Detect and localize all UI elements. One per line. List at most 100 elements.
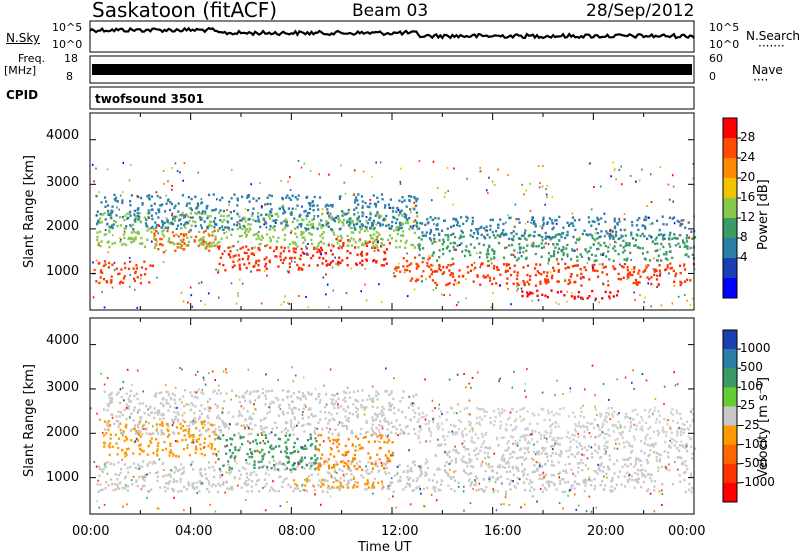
power-cell bbox=[469, 234, 471, 236]
velocity-cell bbox=[180, 423, 182, 425]
velocity-cell bbox=[340, 477, 342, 479]
velocity-cell bbox=[683, 432, 685, 434]
velocity-cell bbox=[225, 393, 227, 395]
power-cell bbox=[106, 223, 108, 225]
power-cell bbox=[436, 224, 438, 226]
velocity-cell bbox=[494, 420, 496, 422]
velocity-cell bbox=[110, 478, 112, 480]
velocity-cell bbox=[567, 431, 569, 433]
velocity-cell bbox=[631, 479, 633, 481]
velocity-cell bbox=[317, 484, 319, 486]
velocity-cell bbox=[631, 475, 633, 477]
velocity-cell bbox=[432, 479, 434, 481]
power-cell bbox=[560, 236, 562, 238]
power-cell bbox=[313, 204, 315, 206]
power-cell bbox=[289, 266, 291, 268]
power-cell bbox=[348, 240, 350, 242]
velocity-cell bbox=[597, 473, 599, 475]
power-cell bbox=[606, 232, 608, 234]
power-cell bbox=[374, 250, 376, 252]
power-cell bbox=[398, 209, 400, 211]
power-cell bbox=[639, 179, 641, 181]
velocity-cell bbox=[388, 402, 390, 404]
velocity-cell bbox=[116, 420, 118, 422]
power-cell bbox=[162, 224, 164, 226]
velocity-cell bbox=[130, 430, 132, 432]
power-cell bbox=[290, 214, 292, 216]
power-cell bbox=[221, 225, 223, 227]
power-cell bbox=[318, 249, 320, 251]
power-cell bbox=[415, 200, 417, 202]
power-cell bbox=[686, 237, 688, 239]
power-cell bbox=[201, 212, 203, 214]
power-cell bbox=[274, 229, 276, 231]
power-cell bbox=[298, 257, 300, 259]
velocity-cell bbox=[344, 400, 346, 402]
velocity-cell bbox=[634, 472, 636, 474]
velocity-cell bbox=[377, 465, 379, 467]
power-cell bbox=[682, 223, 684, 225]
velocity-cell bbox=[332, 442, 334, 444]
velocity-cell bbox=[318, 396, 320, 398]
power-cell bbox=[614, 218, 616, 220]
power-cell bbox=[108, 229, 110, 231]
power-cell bbox=[546, 275, 548, 277]
power-cell bbox=[265, 263, 267, 265]
power-cell bbox=[236, 213, 238, 215]
power-cell bbox=[597, 248, 599, 250]
velocity-cell bbox=[136, 480, 138, 482]
power-cell bbox=[357, 246, 359, 248]
velocity-cell bbox=[309, 467, 311, 469]
power-cell bbox=[332, 253, 334, 255]
power-cell bbox=[239, 268, 241, 270]
power-cell bbox=[100, 213, 102, 215]
velocity-cell bbox=[636, 424, 638, 426]
velocity-cell bbox=[436, 468, 438, 470]
velocity-cell bbox=[599, 465, 601, 467]
power-cell bbox=[413, 196, 415, 198]
power-cell bbox=[286, 221, 288, 223]
power-cell bbox=[526, 274, 528, 276]
velocity-cell bbox=[613, 430, 615, 432]
velocity-cell bbox=[599, 429, 601, 431]
velocity-cell bbox=[253, 390, 255, 392]
velocity-cell bbox=[337, 438, 339, 440]
power-cell bbox=[643, 235, 645, 237]
power-cell bbox=[383, 218, 385, 220]
power-cell bbox=[598, 223, 600, 225]
velocity-cell bbox=[402, 397, 404, 399]
power-cell bbox=[348, 224, 350, 226]
velocity-cell bbox=[328, 458, 330, 460]
velocity-cell bbox=[688, 435, 690, 437]
power-cell bbox=[504, 247, 506, 249]
power-cell bbox=[671, 238, 673, 240]
velocity-cell bbox=[390, 409, 392, 411]
power-cell bbox=[529, 279, 531, 281]
power-cell bbox=[308, 306, 310, 308]
power-cell bbox=[287, 302, 289, 304]
power-cell bbox=[596, 237, 598, 239]
power-cell bbox=[659, 270, 661, 272]
power-cell bbox=[648, 235, 650, 237]
velocity-cell bbox=[248, 478, 250, 480]
velocity-cell bbox=[581, 448, 583, 450]
velocity-cell bbox=[113, 463, 115, 465]
velocity-cell bbox=[175, 455, 177, 457]
power-cell bbox=[621, 183, 623, 185]
velocity-cell bbox=[356, 468, 358, 470]
power-cell bbox=[385, 215, 387, 217]
power-cell bbox=[574, 229, 576, 231]
velocity-cell bbox=[146, 432, 148, 434]
power-cell bbox=[242, 246, 244, 248]
power-cell bbox=[113, 220, 115, 222]
velocity-cell bbox=[441, 479, 443, 481]
power-cell bbox=[159, 204, 161, 206]
velocity-cell bbox=[673, 439, 675, 441]
power-cell bbox=[228, 254, 230, 256]
velocity-cell bbox=[222, 481, 224, 483]
velocity-cell bbox=[311, 393, 313, 395]
power-cell bbox=[340, 165, 342, 167]
power-cell bbox=[148, 209, 150, 211]
velocity-cell bbox=[680, 417, 682, 419]
power-cell bbox=[562, 232, 564, 234]
